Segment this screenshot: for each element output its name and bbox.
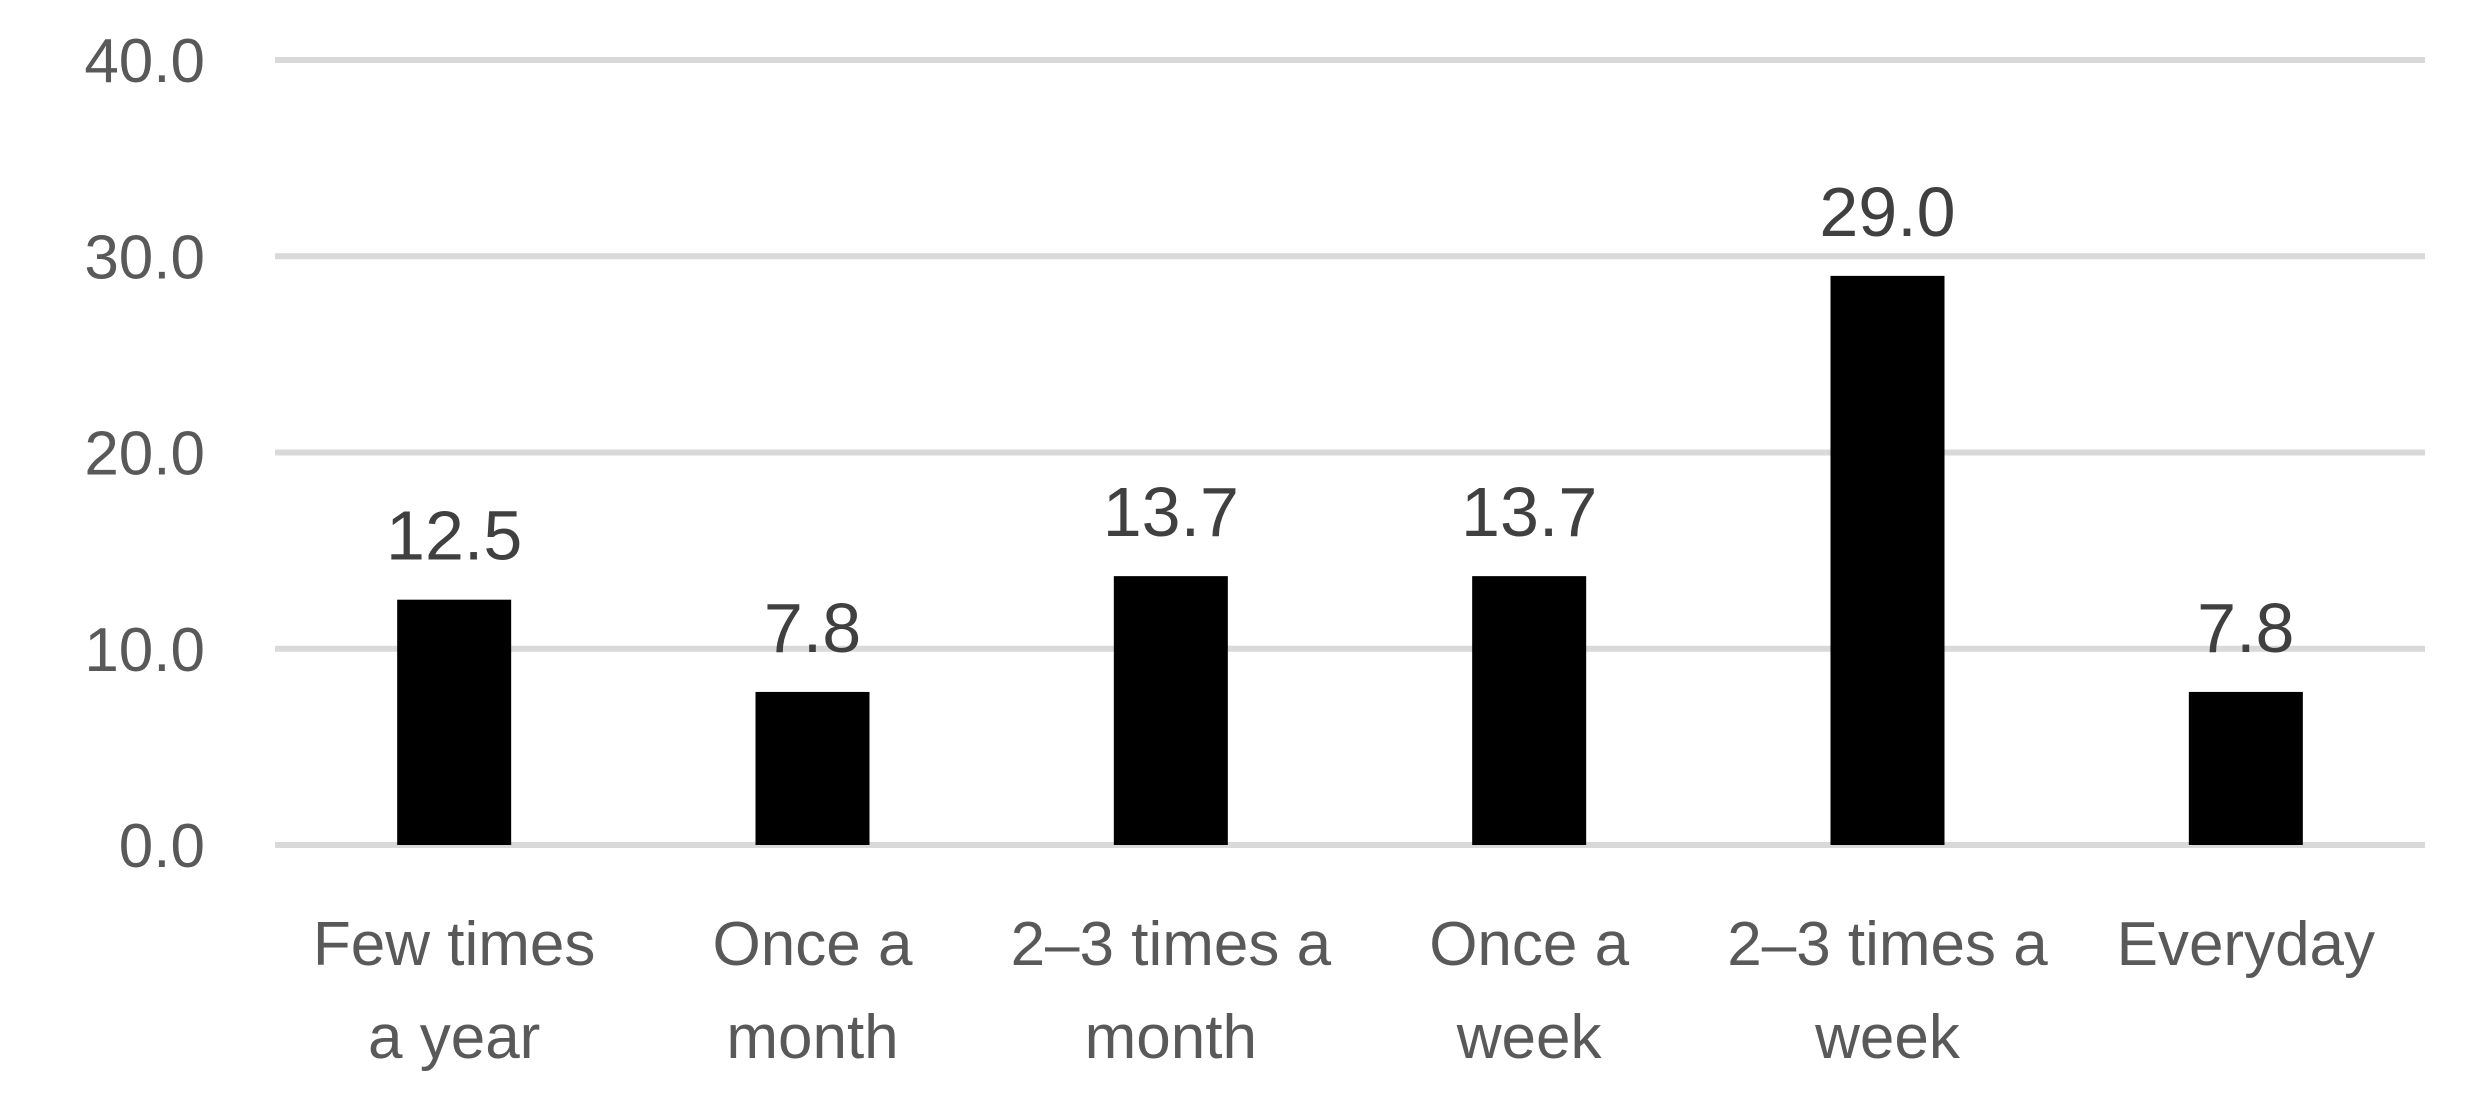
x-tick-label: Everyday — [2117, 910, 2375, 979]
bar — [397, 599, 512, 845]
data-label: 12.5 — [386, 497, 522, 575]
bar — [1113, 576, 1228, 845]
data-label: 13.7 — [1461, 473, 1597, 551]
bar — [1830, 275, 1945, 845]
y-tick-label: 20.0 — [84, 420, 205, 489]
data-labels: 12.5 7.8 13.7 13.7 29.0 7.8 — [386, 173, 2294, 667]
data-label: 7.8 — [764, 589, 861, 667]
x-tick-label: 2–3 times a week — [1727, 910, 2048, 1072]
bar — [755, 691, 870, 845]
y-tick-label: 10.0 — [84, 616, 205, 685]
gridlines — [275, 57, 2425, 848]
bar — [2188, 691, 2303, 845]
x-tick-label: Once a month — [713, 910, 913, 1072]
y-tick-label: 30.0 — [84, 223, 205, 292]
y-tick-label: 0.0 — [119, 812, 205, 881]
data-label: 13.7 — [1103, 473, 1239, 551]
data-label: 29.0 — [1819, 173, 1955, 251]
x-tick-label: 2–3 times a month — [1011, 910, 1332, 1072]
data-label: 7.8 — [2197, 589, 2294, 667]
bars — [397, 275, 2303, 845]
x-axis-ticks: Few times a year Once a month 2–3 times a mon… — [313, 910, 2375, 1072]
y-tick-label: 40.0 — [84, 27, 205, 96]
bar — [1472, 576, 1587, 845]
y-axis-ticks: 0.0 10.0 20.0 30.0 40.0 — [84, 27, 205, 881]
x-tick-label: Few times a year — [313, 910, 595, 1072]
x-tick-label: Once a week — [1429, 910, 1629, 1072]
